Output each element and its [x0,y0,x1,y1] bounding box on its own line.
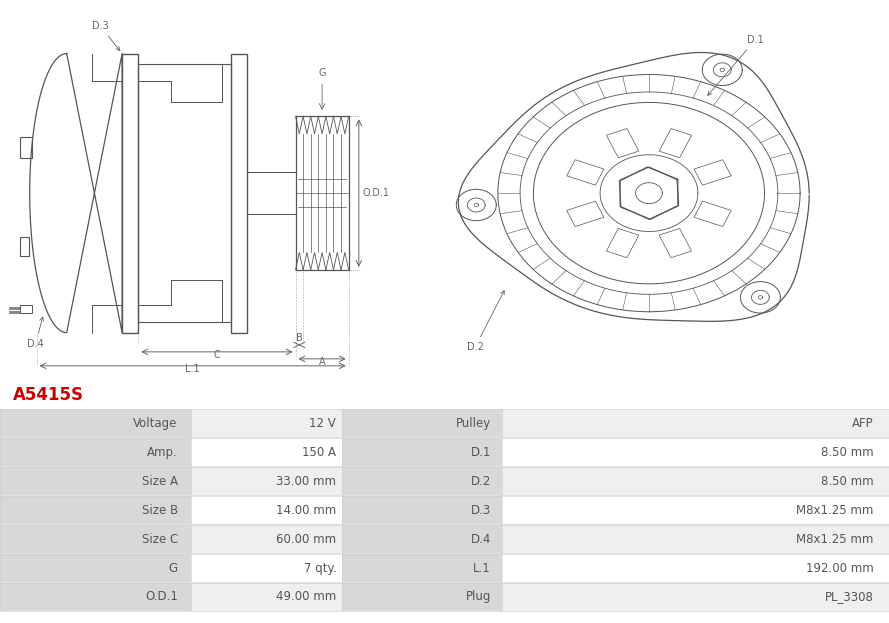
Text: O.D.1: O.D.1 [145,591,178,604]
Text: Size A: Size A [141,475,178,488]
Text: G: G [318,68,326,78]
Text: 12 V: 12 V [309,417,336,430]
Text: 8.50 mm: 8.50 mm [821,445,874,459]
Text: 192.00 mm: 192.00 mm [805,561,874,574]
Text: D.2: D.2 [470,475,491,488]
Text: 7 qty.: 7 qty. [304,561,336,574]
Text: Voltage: Voltage [133,417,178,430]
Bar [231,54,247,333]
Bar [122,54,139,333]
Text: 8.50 mm: 8.50 mm [821,475,874,488]
Text: D.2: D.2 [467,290,504,352]
Text: D.1: D.1 [708,35,764,95]
Text: AFP: AFP [852,417,874,430]
Text: Size B: Size B [141,503,178,516]
Bar [20,137,32,158]
Bar [247,172,295,214]
Text: Plug: Plug [466,591,491,604]
Text: D.4: D.4 [28,317,44,349]
Text: 14.00 mm: 14.00 mm [276,503,336,516]
Text: D.3: D.3 [92,21,120,50]
Text: M8x1.25 mm: M8x1.25 mm [797,533,874,546]
Bar [20,305,32,313]
Text: 60.00 mm: 60.00 mm [276,533,336,546]
Text: PL_3308: PL_3308 [825,591,874,604]
Text: O.D.1: O.D.1 [363,188,389,198]
Text: Size C: Size C [141,533,178,546]
Text: L.1: L.1 [473,561,491,574]
Bar [20,237,28,256]
Text: L.1: L.1 [185,364,200,374]
Text: M8x1.25 mm: M8x1.25 mm [797,503,874,516]
Text: Pulley: Pulley [456,417,491,430]
Text: D.4: D.4 [470,533,491,546]
Bar [139,64,231,322]
Text: D.1: D.1 [470,445,491,459]
Text: B: B [296,333,302,343]
Text: Amp.: Amp. [147,445,178,459]
Text: D.3: D.3 [471,503,491,516]
Text: 33.00 mm: 33.00 mm [276,475,336,488]
Text: 150 A: 150 A [302,445,336,459]
Text: A: A [319,357,325,367]
Text: 49.00 mm: 49.00 mm [276,591,336,604]
Text: C: C [213,350,220,360]
Text: A5415S: A5415S [13,386,84,404]
Text: G: G [169,561,178,574]
